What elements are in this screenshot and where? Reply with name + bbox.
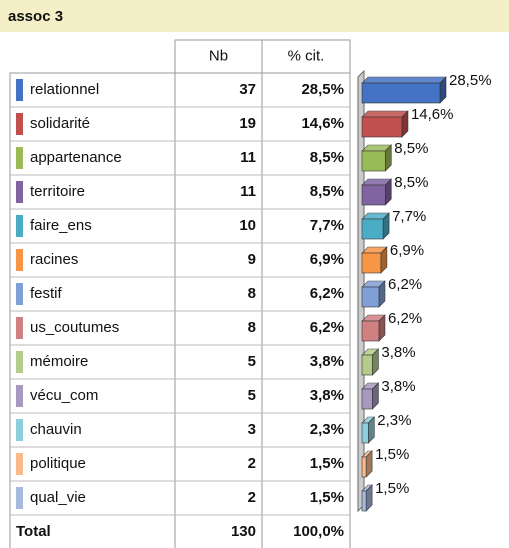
- swatch: [16, 419, 23, 441]
- percent: 6,2%: [310, 319, 344, 336]
- row-label: faire_ens: [30, 217, 92, 234]
- row-label: solidarité: [30, 115, 90, 132]
- bar: [361, 286, 380, 308]
- bar: [361, 116, 403, 138]
- title: assoc 3: [8, 8, 63, 25]
- col-header: % cit.: [288, 47, 325, 64]
- row-label: mémoire: [30, 353, 88, 370]
- count: 8: [248, 285, 256, 302]
- bar-label: 3,8%: [381, 378, 415, 395]
- bar: [361, 388, 373, 410]
- bar-label: 8,5%: [394, 140, 428, 157]
- percent: 1,5%: [310, 455, 344, 472]
- percent: 3,8%: [310, 387, 344, 404]
- bar-label: 1,5%: [375, 446, 409, 463]
- total-percent: 100,0%: [293, 523, 344, 540]
- total-count: 130: [231, 523, 256, 540]
- count: 10: [239, 217, 256, 234]
- swatch: [16, 215, 23, 237]
- row-label: relationnel: [30, 81, 99, 98]
- bar: [361, 320, 380, 342]
- row-label: vécu_com: [30, 387, 98, 404]
- bar-label: 1,5%: [375, 480, 409, 497]
- bar-label: 6,2%: [388, 310, 422, 327]
- row-label: appartenance: [30, 149, 122, 166]
- percent: 28,5%: [301, 81, 344, 98]
- count: 5: [248, 353, 256, 370]
- bar-label: 14,6%: [411, 106, 454, 123]
- bar: [361, 150, 386, 172]
- bar-top: [361, 76, 447, 84]
- percent: 8,5%: [310, 149, 344, 166]
- bar-label: 2,3%: [377, 412, 411, 429]
- count: 8: [248, 319, 256, 336]
- count: 37: [239, 81, 256, 98]
- percent: 3,8%: [310, 353, 344, 370]
- bar-label: 6,2%: [388, 276, 422, 293]
- swatch: [16, 317, 23, 339]
- percent: 14,6%: [301, 115, 344, 132]
- count: 9: [248, 251, 256, 268]
- title-bar: [0, 0, 509, 32]
- bar: [361, 422, 369, 444]
- swatch: [16, 385, 23, 407]
- count: 19: [239, 115, 256, 132]
- swatch: [16, 113, 23, 135]
- count: 11: [240, 183, 256, 200]
- row-label: racines: [30, 251, 78, 268]
- row-label: territoire: [30, 183, 85, 200]
- row-label: qual_vie: [30, 489, 86, 506]
- percent: 8,5%: [310, 183, 344, 200]
- col-header: Nb: [209, 47, 228, 64]
- bar: [361, 218, 384, 240]
- bar-label: 8,5%: [394, 174, 428, 191]
- bar-label: 3,8%: [381, 344, 415, 361]
- percent: 1,5%: [310, 489, 344, 506]
- row-label: politique: [30, 455, 86, 472]
- percent: 7,7%: [310, 217, 344, 234]
- swatch: [16, 181, 23, 203]
- row-label: chauvin: [30, 421, 82, 438]
- bar-label: 7,7%: [392, 208, 426, 225]
- swatch: [16, 79, 23, 101]
- swatch: [16, 487, 23, 509]
- count: 2: [248, 455, 256, 472]
- percent: 6,2%: [310, 285, 344, 302]
- total-label: Total: [16, 523, 51, 540]
- swatch: [16, 147, 23, 169]
- swatch: [16, 249, 23, 271]
- bar-label: 28,5%: [449, 72, 492, 89]
- bar: [361, 184, 386, 206]
- percent: 6,9%: [310, 251, 344, 268]
- bar: [361, 456, 367, 478]
- row-label: festif: [30, 285, 63, 302]
- count: 5: [248, 387, 256, 404]
- bar: [361, 354, 373, 376]
- swatch: [16, 351, 23, 373]
- bar-label: 6,9%: [390, 242, 424, 259]
- swatch: [16, 453, 23, 475]
- row-label: us_coutumes: [30, 319, 119, 336]
- bar-top: [361, 110, 409, 118]
- bar: [361, 82, 441, 104]
- swatch: [16, 283, 23, 305]
- count: 11: [240, 149, 256, 166]
- count: 2: [248, 489, 256, 506]
- count: 3: [248, 421, 256, 438]
- bar: [361, 252, 382, 274]
- percent: 2,3%: [310, 421, 344, 438]
- bar: [361, 490, 367, 512]
